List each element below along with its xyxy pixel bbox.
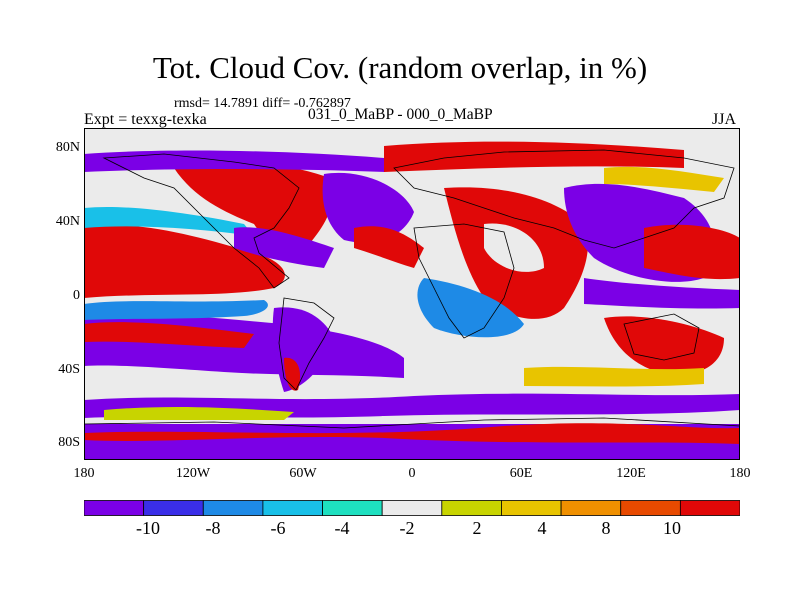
field-gulf-guinea-blue [417, 278, 524, 338]
field-north-pacific-red [84, 224, 285, 298]
stats-line: rmsd= 14.7891 diff= -0.762897 [174, 96, 351, 111]
colorbar-box [381, 500, 443, 516]
coastline-australia [623, 313, 700, 361]
field-southern-yellow [104, 406, 294, 420]
colorbar [84, 500, 740, 516]
lat-label-0: 0 [73, 288, 80, 303]
coastline-north-america [102, 153, 300, 289]
coastline-south-america [278, 297, 335, 391]
lon-label-60w: 60W [289, 466, 317, 481]
colorbar-box [501, 500, 562, 516]
colorbar-box [679, 500, 740, 516]
lon-label-180e: 180 [729, 466, 751, 481]
colorbar-box [84, 500, 145, 516]
colorbar-label: 8 [601, 518, 611, 538]
field-central-america-purple [234, 227, 334, 268]
field-eurasia-north-red [384, 141, 684, 172]
coastline-eurasia [393, 149, 735, 249]
colorbar-box [202, 500, 264, 516]
lon-label-0: 0 [408, 466, 416, 481]
season-label: JJA [712, 111, 737, 128]
field-equatorial-purple [584, 278, 740, 309]
field-equatorial-blue [84, 300, 268, 320]
colorbar-box [262, 500, 323, 516]
colorbar-box [620, 500, 681, 516]
field-north-pacific-cyan [84, 206, 254, 236]
field-antarctic-red [84, 423, 740, 444]
colorbar-box [560, 500, 622, 516]
lat-label-40n: 40N [55, 214, 80, 229]
colorbar-box [322, 500, 383, 516]
colorbar-label: -6 [270, 518, 286, 538]
coastline-africa [413, 223, 515, 339]
lon-label-120e: 120E [616, 466, 646, 481]
colorbar-label: -4 [334, 518, 350, 538]
colorbar-label: 2 [472, 518, 482, 538]
field-arctic-purple [84, 150, 384, 172]
field-sahara-gray [484, 223, 544, 272]
period-label: 031_0_MaBP - 000_0_MaBP [308, 106, 493, 123]
colorbar-label: 10 [663, 518, 681, 538]
map-frame [84, 128, 740, 460]
field-south-pacific-red [84, 322, 254, 348]
lat-label-80s: 80S [58, 435, 80, 450]
lat-label-40s: 40S [58, 362, 80, 377]
map-title: Tot. Cloud Cov. (random overlap, in %) [152, 50, 648, 85]
experiment-label: Expt = texxg-texka [84, 111, 207, 128]
lon-label-180w: 180 [73, 466, 95, 481]
field-west-pacific-red [644, 224, 740, 280]
field-north-america-red [174, 162, 333, 251]
colorbar-label: 4 [537, 518, 547, 538]
colorbar-label: -2 [399, 518, 415, 538]
lat-label-80n: 80N [55, 140, 80, 155]
cloud-cover-difference-map [84, 128, 740, 460]
colorbar-box [143, 500, 204, 516]
colorbar-label: -8 [205, 518, 221, 538]
field-atlantic-red [354, 226, 424, 268]
coastline-outlines [84, 149, 740, 429]
field-indian-ocean-orange [524, 366, 704, 387]
field-north-atlantic-purple [322, 172, 414, 243]
lon-label-60e: 60E [509, 466, 533, 481]
coastline-antarctica [84, 417, 740, 429]
field-siberia-orange [604, 166, 724, 192]
colorbar-box [441, 500, 502, 516]
colorbar-label: -10 [136, 518, 160, 538]
field-australia-red [604, 316, 724, 375]
lon-label-120w: 120W [175, 466, 211, 481]
